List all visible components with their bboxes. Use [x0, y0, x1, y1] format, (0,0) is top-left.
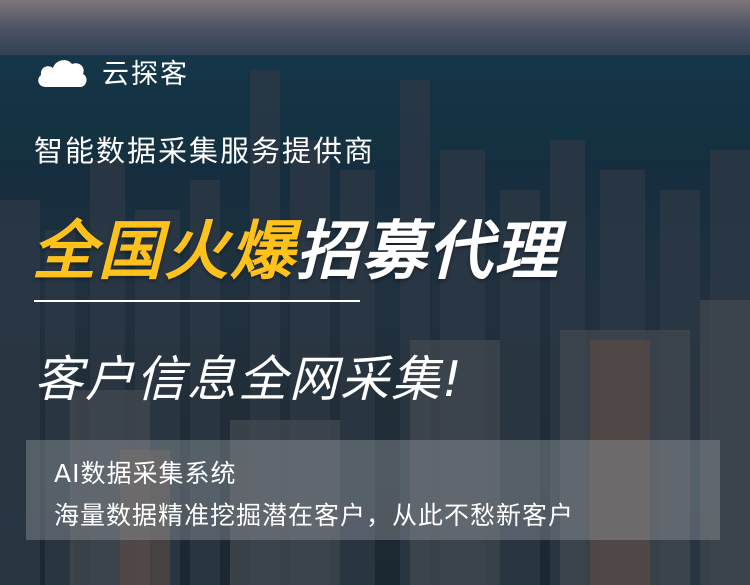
headline: 全国火爆招募代理 — [32, 200, 560, 292]
divider-line — [34, 300, 360, 302]
headline-rest: 招募代理 — [296, 215, 560, 289]
headline-highlight: 全国火爆 — [32, 215, 296, 289]
info-line-1: AI数据采集系统 — [54, 459, 237, 488]
brand-name: 云探客 — [102, 59, 189, 90]
info-line-2: 海量数据精准挖掘潜在客户，从此不愁新客户 — [54, 501, 575, 530]
info-box: AI数据采集系统 海量数据精准挖掘潜在客户，从此不愁新客户 — [26, 440, 720, 540]
background-sea — [0, 55, 750, 160]
cloud-icon — [38, 59, 87, 87]
tagline: 智能数据采集服务提供商 — [34, 134, 376, 168]
brand: 云探客 — [34, 52, 189, 91]
subheadline: 客户信息全网采集! — [34, 351, 464, 408]
